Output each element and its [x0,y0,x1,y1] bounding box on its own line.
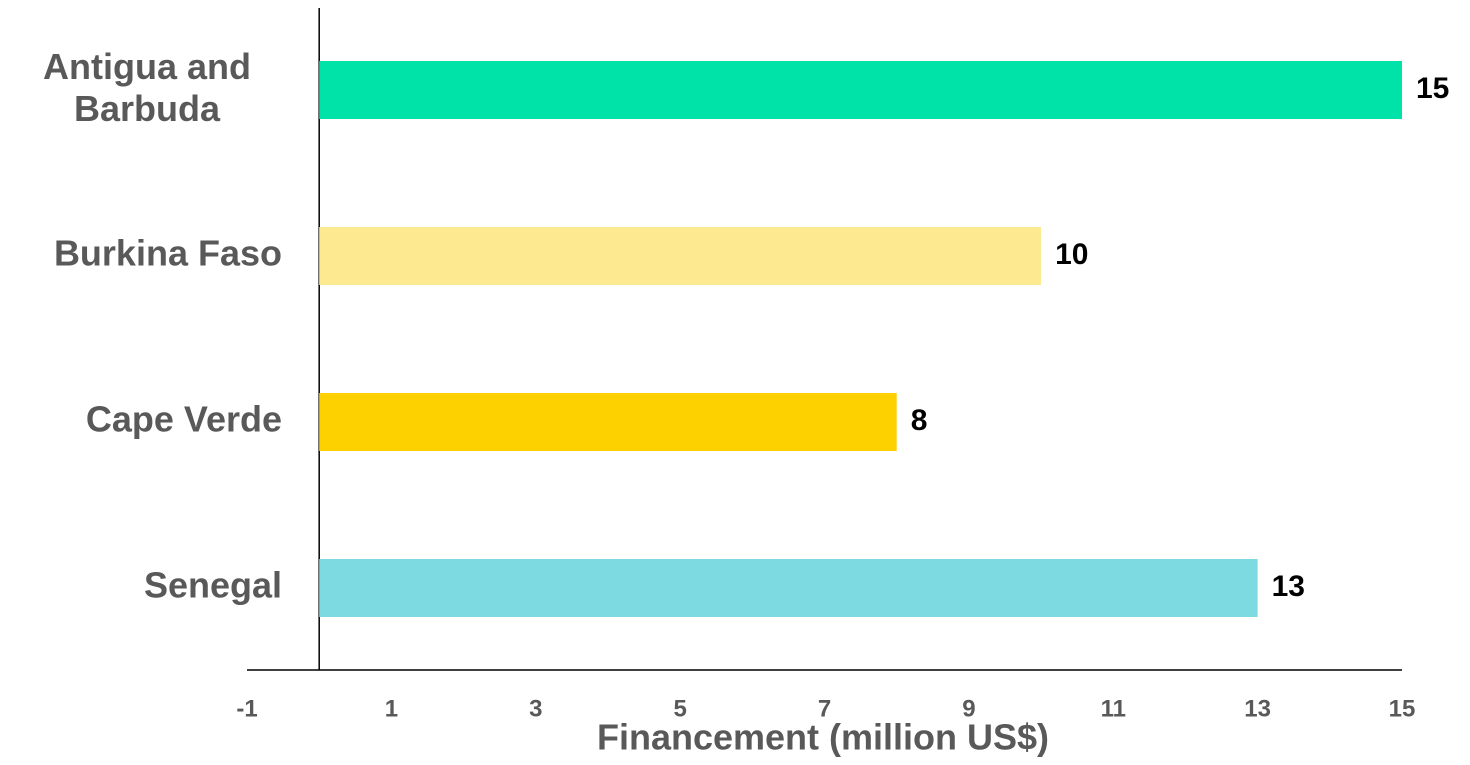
x-tick-label: 9 [962,695,975,722]
x-tick-label: 3 [529,695,542,722]
x-tick-label: 11 [1101,695,1126,722]
y-tick-label: Burkina Faso [54,233,282,274]
value-label: 10 [1055,238,1088,271]
x-tick-label: 13 [1244,695,1271,722]
bar [319,227,1042,285]
value-label: 8 [911,404,928,437]
value-label: 15 [1416,72,1449,105]
bar [319,393,897,451]
x-axis-label: Financement (million US$) [597,717,1049,758]
y-tick-label: Antigua and Barbuda [43,46,251,129]
y-tick-label: Cape Verde [86,399,282,440]
value-label: 13 [1272,570,1305,603]
bar [319,559,1258,617]
bar [319,61,1402,119]
y-tick-label: Senegal [144,565,282,606]
x-tick-label: 1 [385,695,398,722]
x-tick-label: 7 [818,695,831,722]
x-tick-label: 5 [673,695,686,722]
x-tick-label: 15 [1389,695,1416,722]
x-tick-label: -1 [236,695,257,722]
